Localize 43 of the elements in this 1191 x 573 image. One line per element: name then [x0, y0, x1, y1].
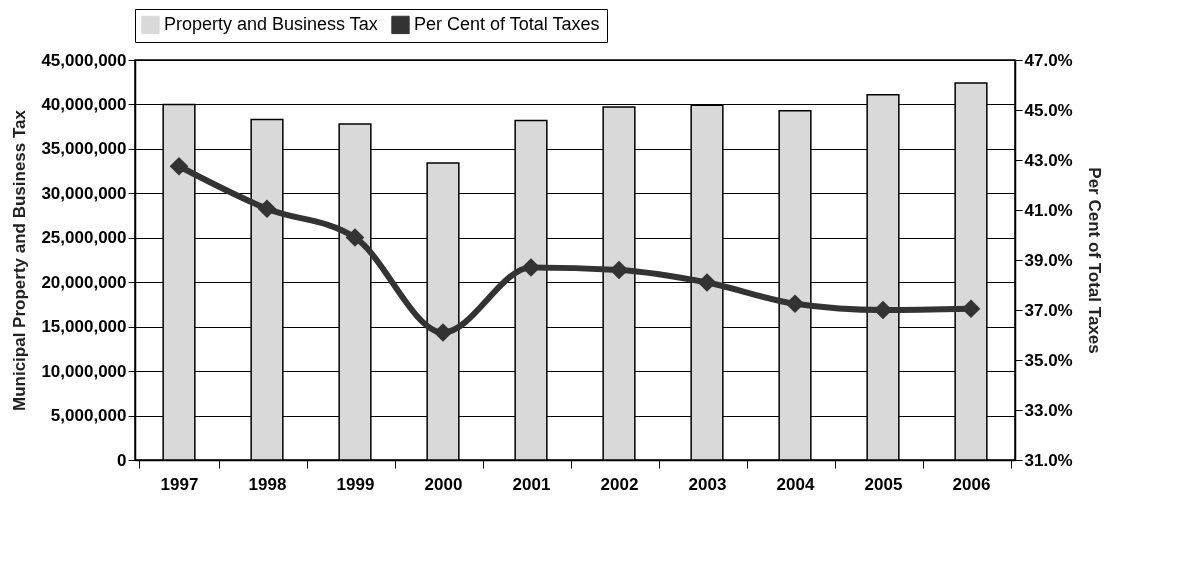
- y2-tick-label: 45.0%: [1024, 100, 1073, 120]
- y-tick-label: 20,000,000: [41, 272, 127, 292]
- x-tick-label: 2005: [864, 474, 903, 494]
- y2-tick-label: 39.0%: [1024, 250, 1073, 270]
- x-tick-label: 1997: [160, 474, 199, 494]
- y-tick-label: 10,000,000: [41, 361, 127, 381]
- point: [609, 260, 629, 280]
- y2-tick-label: 43.0%: [1024, 150, 1073, 170]
- y-tick-label: 15,000,000: [41, 317, 127, 337]
- point: [433, 323, 453, 342]
- y2-tick-label: 31.0%: [1024, 450, 1073, 470]
- point: [521, 258, 541, 277]
- x-tick-label: 2001: [512, 474, 551, 494]
- x-tick-label: 2002: [600, 474, 639, 494]
- y-tick-label: 35,000,000: [41, 139, 127, 159]
- legend-label: Per Cent of Total Taxes: [414, 13, 600, 34]
- y2-tick-label: 41.0%: [1024, 200, 1073, 220]
- point: [697, 273, 717, 292]
- point: [345, 228, 365, 247]
- y2-tick-label: 37.0%: [1024, 300, 1073, 320]
- x-tick-label: 2000: [424, 474, 463, 494]
- x-tick-label: 1999: [336, 474, 375, 494]
- x-tick-label: 2004: [776, 474, 815, 494]
- y-tick-label: 0: [117, 450, 127, 470]
- point: [873, 300, 893, 320]
- y-tick-label: 5,000,000: [50, 406, 127, 426]
- y2-tick-label: 47.0%: [1024, 50, 1073, 70]
- legend-label: Property and Business Tax: [164, 13, 378, 34]
- y-axis-title: Municipal Property and Business Tax: [10, 109, 30, 412]
- point: [785, 294, 805, 314]
- x-tick-label: 2006: [952, 474, 991, 494]
- point: [961, 299, 981, 319]
- y-tick-label: 40,000,000: [41, 94, 127, 114]
- y2-tick-label: 35.0%: [1024, 350, 1073, 370]
- x-tick-label: 2003: [688, 474, 727, 494]
- point: [257, 199, 277, 219]
- y2-axis-title: Per Cent of Total Taxes: [1084, 167, 1104, 354]
- point: [169, 156, 189, 176]
- y-tick-label: 30,000,000: [41, 183, 127, 203]
- y-tick-label: 45,000,000: [41, 50, 127, 70]
- y2-tick-label: 33.0%: [1024, 400, 1073, 420]
- x-tick-label: 1998: [248, 474, 287, 494]
- y-tick-label: 25,000,000: [41, 228, 127, 248]
